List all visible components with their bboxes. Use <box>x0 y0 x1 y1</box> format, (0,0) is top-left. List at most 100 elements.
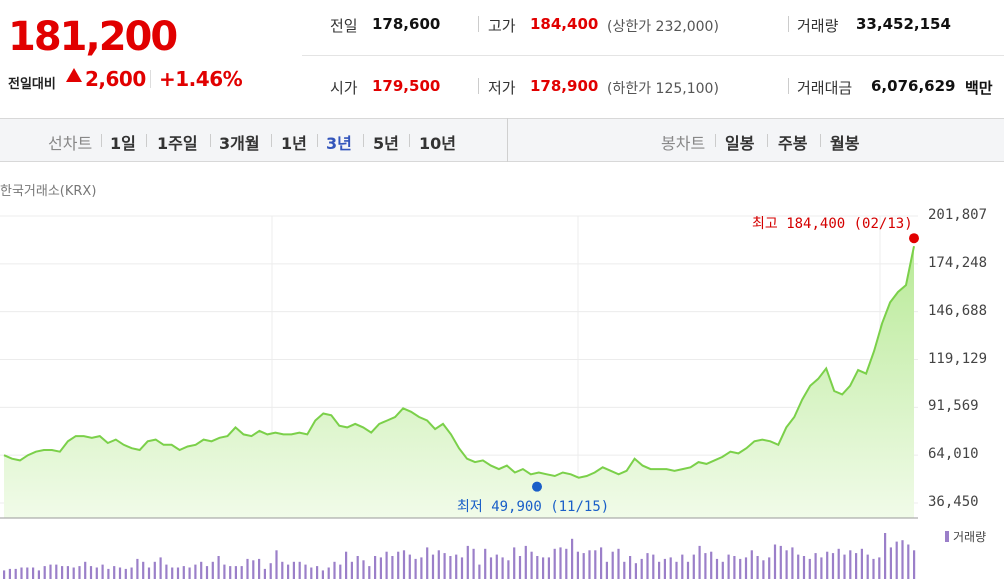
volume-bar <box>345 551 348 579</box>
volume-bar <box>814 553 817 579</box>
volume-bar <box>791 547 794 579</box>
volume-bar <box>176 567 180 579</box>
volume-bar <box>460 557 464 579</box>
volume-bar <box>211 561 214 579</box>
volume-bar <box>623 561 626 579</box>
volume-bar <box>721 561 724 579</box>
volume-bar <box>634 563 637 579</box>
volume-bar <box>362 560 365 579</box>
volume-bar <box>113 566 116 579</box>
tab-3-months[interactable]: 3개월 <box>219 134 260 153</box>
volume-bar <box>316 566 319 579</box>
divider <box>478 78 479 94</box>
change-value: 2,600 <box>85 67 146 91</box>
volume-bar <box>484 548 487 579</box>
tab-1-year[interactable]: 1년 <box>281 134 307 153</box>
volume-bar <box>530 551 533 579</box>
volume-bar <box>95 567 98 579</box>
volume-bar <box>652 554 655 579</box>
volume-bar <box>263 568 266 579</box>
tab-group-divider <box>507 118 508 162</box>
volume-bar <box>831 553 835 579</box>
change-percent: +1.46% <box>159 67 243 91</box>
volume-bar <box>200 561 203 579</box>
volume-bar <box>443 553 446 579</box>
volume-bar <box>594 550 597 579</box>
volume-bar <box>895 541 898 579</box>
y-tick-label: 174,248 <box>928 254 988 271</box>
volume-bar <box>739 558 742 579</box>
volume-bar <box>304 564 307 579</box>
volume-bar <box>246 558 249 579</box>
low-annotation: 최저 49,900 (11/15) <box>457 499 610 515</box>
tab-monthly-candle[interactable]: 월봉 <box>830 134 860 153</box>
tab-1-day[interactable]: 1일 <box>110 134 136 153</box>
volume-bar <box>32 567 35 579</box>
volume-bar <box>194 564 197 579</box>
volume-legend-swatch <box>945 531 949 542</box>
open-label: 시가 <box>330 79 358 97</box>
volume-bar <box>907 544 910 579</box>
volume-bar <box>756 556 759 579</box>
volume-bar <box>889 547 892 579</box>
volume-bar <box>466 545 469 579</box>
divider <box>409 134 410 147</box>
volume-bar <box>675 561 678 579</box>
volume-bar <box>420 557 423 579</box>
volume-bar <box>860 548 863 579</box>
volume-bar <box>489 557 493 579</box>
tab-weekly-candle[interactable]: 주봉 <box>778 134 808 153</box>
price-line <box>3 245 915 479</box>
volume-bar <box>130 567 133 579</box>
tab-daily-candle[interactable]: 일봉 <box>725 134 755 153</box>
divider <box>363 134 364 147</box>
volume-bar <box>501 557 504 579</box>
volume-bar <box>437 550 440 579</box>
volume-bar <box>292 561 295 579</box>
volume-bar <box>275 550 278 579</box>
volume-bar <box>356 556 359 579</box>
volume-bar <box>118 567 122 579</box>
volume-bar <box>872 558 875 579</box>
volume-bar <box>750 550 753 579</box>
open-value: 179,500 <box>372 77 441 95</box>
divider <box>271 134 272 147</box>
volume-bar <box>913 550 916 579</box>
volume-bar <box>802 556 806 579</box>
volume-bar <box>402 550 406 579</box>
divider <box>146 134 147 147</box>
volume-bar <box>223 564 226 579</box>
volume-bar <box>136 558 139 579</box>
volume-bar <box>849 550 852 579</box>
volume-bar <box>773 544 777 579</box>
volume-bar <box>855 553 858 579</box>
y-tick-label: 91,569 <box>928 398 979 415</box>
volume-bar <box>878 557 881 579</box>
volume-bar <box>478 564 481 579</box>
volume-bar <box>553 548 556 579</box>
volume-bar <box>229 566 232 579</box>
price-area <box>4 246 914 518</box>
tab-10-years[interactable]: 10년 <box>419 134 456 153</box>
volume-bar <box>321 570 324 579</box>
y-tick-label: 201,807 <box>928 207 988 223</box>
tab-5-years[interactable]: 5년 <box>373 134 399 153</box>
volume-bar <box>495 554 498 579</box>
prev-close-label: 전일 <box>330 17 358 35</box>
volume-bar <box>785 550 788 579</box>
volume-bar <box>61 566 64 579</box>
divider <box>478 16 479 32</box>
volume-bar <box>397 551 400 579</box>
tab-1-week[interactable]: 1주일 <box>157 134 198 153</box>
volume-bar <box>455 554 458 579</box>
volume-bar <box>287 564 290 579</box>
divider <box>788 78 789 94</box>
volume-bar <box>658 561 661 579</box>
tab-3-years[interactable]: 3년 <box>326 134 352 153</box>
volume-bar <box>698 545 701 579</box>
low-value: 178,900 <box>530 77 599 95</box>
volume-bar <box>333 561 336 579</box>
volume-bar <box>368 566 371 579</box>
volume-bar <box>797 554 800 579</box>
volume-bar <box>339 564 342 579</box>
